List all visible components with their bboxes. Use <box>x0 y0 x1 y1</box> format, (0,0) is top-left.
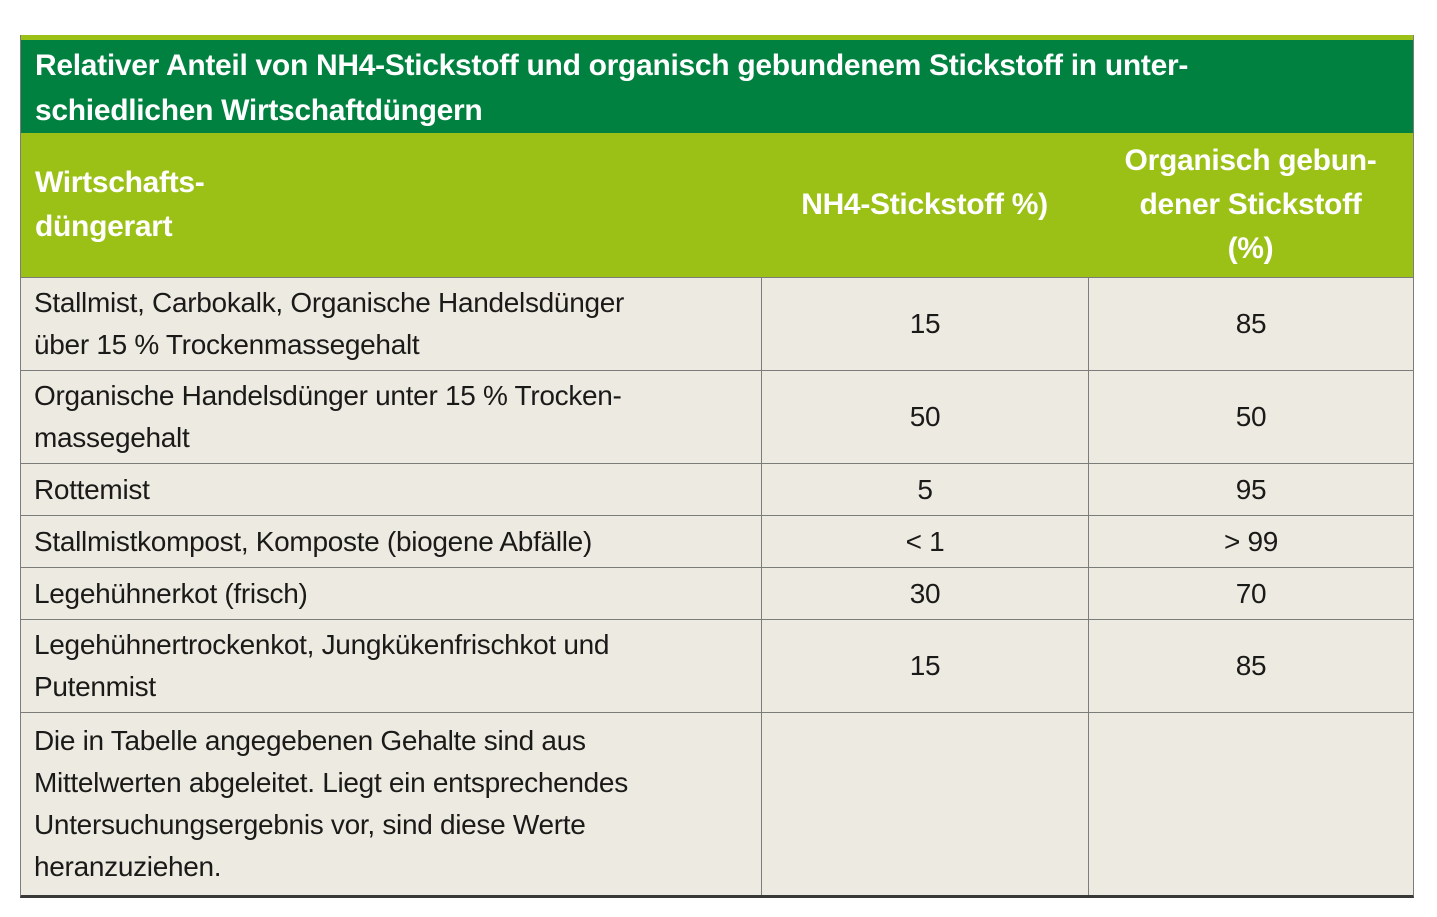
row-label-cell: Rottemist <box>34 473 150 505</box>
nh4-value-cell: 15 <box>761 278 1088 370</box>
table-row: Rottemist 5 95 <box>21 463 1413 515</box>
nh4-value-cell: 15 <box>761 620 1088 712</box>
nh4-value-cell: 30 <box>761 568 1088 619</box>
nh4-value-cell: < 1 <box>761 516 1088 567</box>
table-note-row: Die in Tabelle angegebenen Gehalte sind … <box>21 712 1413 895</box>
nh4-value-cell: 50 <box>761 371 1088 463</box>
table-header-row: Wirtschafts- düngerart NH4-Stickstoff %)… <box>21 133 1413 277</box>
org-n-value-cell: 95 <box>1088 464 1413 515</box>
column-header-wirtschaftsduengerart: Wirtschafts- düngerart <box>35 166 205 243</box>
row-label-cell: Stallmistkompost, Komposte (biogene Abfä… <box>34 525 592 557</box>
org-n-value-cell: 85 <box>1088 620 1413 712</box>
table-title: Relativer Anteil von NH4-Stickstoff und … <box>21 40 1413 133</box>
org-n-value-cell: 50 <box>1088 371 1413 463</box>
table-row: Stallmistkompost, Komposte (biogene Abfä… <box>21 515 1413 567</box>
table-row: Stallmist, Carbokalk, Organische Handels… <box>21 277 1413 370</box>
nh4-value-cell: 5 <box>761 464 1088 515</box>
fertilizer-nitrogen-table: Relativer Anteil von NH4-Stickstoff und … <box>20 35 1414 898</box>
nh4-value-cell <box>761 713 1088 895</box>
org-n-value-cell: 85 <box>1088 278 1413 370</box>
row-label-cell: Organische Handelsdünger unter 15 % Troc… <box>34 380 622 453</box>
table-row: Legehühnerkot (frisch) 30 70 <box>21 567 1413 619</box>
table-row: Organische Handelsdünger unter 15 % Troc… <box>21 370 1413 463</box>
row-label-cell: Legehühnertrockenkot, Jungkükenfrischkot… <box>34 629 610 702</box>
org-n-value-cell <box>1088 713 1413 895</box>
table-top-accent-strip <box>21 35 1413 40</box>
column-header-nh4-stickstoff: NH4-Stickstoff %) <box>801 188 1048 221</box>
note-text-cell: Die in Tabelle angegebenen Gehalte sind … <box>34 725 628 882</box>
org-n-value-cell: 70 <box>1088 568 1413 619</box>
row-label-cell: Stallmist, Carbokalk, Organische Handels… <box>34 287 625 360</box>
org-n-value-cell: > 99 <box>1088 516 1413 567</box>
table-row: Legehühnertrockenkot, Jungkükenfrischkot… <box>21 619 1413 712</box>
column-header-organisch-gebundener-stickstoff: Organisch gebun- dener Stickstoff (%) <box>1124 144 1377 265</box>
row-label-cell: Legehühnerkot (frisch) <box>34 577 308 609</box>
